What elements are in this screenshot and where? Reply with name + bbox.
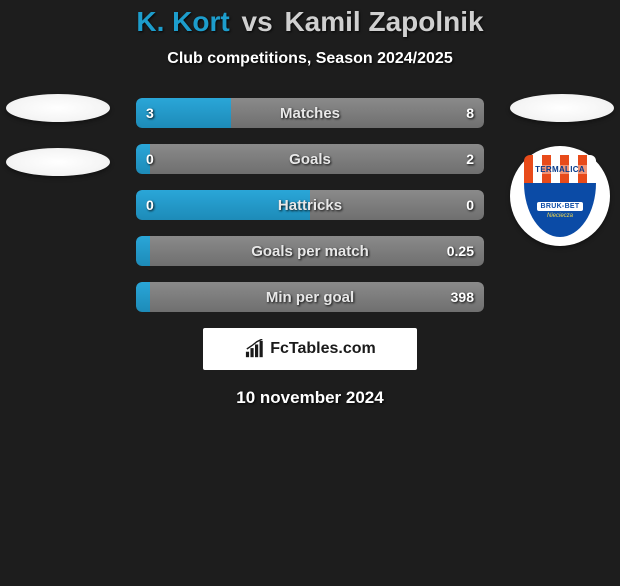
club-sub-text: Nieciecza [547,213,573,219]
stat-right-fill [150,144,484,174]
stat-left-fill [136,236,150,266]
player2-badge-placeholder [510,94,614,122]
club-top-text: TERMALICA [533,165,587,174]
date-text: 10 november 2024 [0,388,620,408]
club-badge-shield: BRUK-BET Nieciecza [524,183,596,237]
chart-icon [244,339,266,359]
attribution-badge: FcTables.com [203,328,417,370]
stat-row: Min per goal398 [136,282,484,312]
stat-bar [136,98,484,128]
player2-name: Kamil Zapolnik [284,6,483,37]
stat-left-fill [136,144,150,174]
player1-badge-placeholder-1 [6,94,110,122]
stat-row: Goals per match0.25 [136,236,484,266]
player1-badge-placeholder-2 [6,148,110,176]
stat-bar [136,282,484,312]
stat-bar [136,236,484,266]
stat-left-fill [136,98,231,128]
club-banner-text: BRUK-BET [537,202,584,211]
vs-separator: vs [242,6,273,37]
stat-right-fill [150,236,484,266]
stat-bar [136,190,484,220]
club-badge-top: TERMALICA [524,155,596,183]
page-title: K. Kort vs Kamil Zapolnik [0,6,620,38]
stat-right-fill [310,190,484,220]
stat-bar [136,144,484,174]
stat-left-fill [136,190,310,220]
stat-row: Goals02 [136,144,484,174]
stat-right-fill [231,98,484,128]
stat-row: Hattricks00 [136,190,484,220]
stat-left-fill [136,282,150,312]
player2-club-badge: TERMALICA BRUK-BET Nieciecza [510,146,610,246]
stats-container: TERMALICA BRUK-BET Nieciecza Matches38 Go… [0,98,620,312]
stat-row: Matches38 [136,98,484,128]
attribution-text: FcTables.com [270,340,376,358]
subtitle: Club competitions, Season 2024/2025 [0,50,620,68]
stat-right-fill [150,282,484,312]
right-badge-column: TERMALICA BRUK-BET Nieciecza [510,94,614,246]
left-badge-column [6,94,110,202]
player1-name: K. Kort [136,6,229,37]
stat-rows: Matches38 Goals02 Hattricks00 Goals per mat… [136,98,484,312]
